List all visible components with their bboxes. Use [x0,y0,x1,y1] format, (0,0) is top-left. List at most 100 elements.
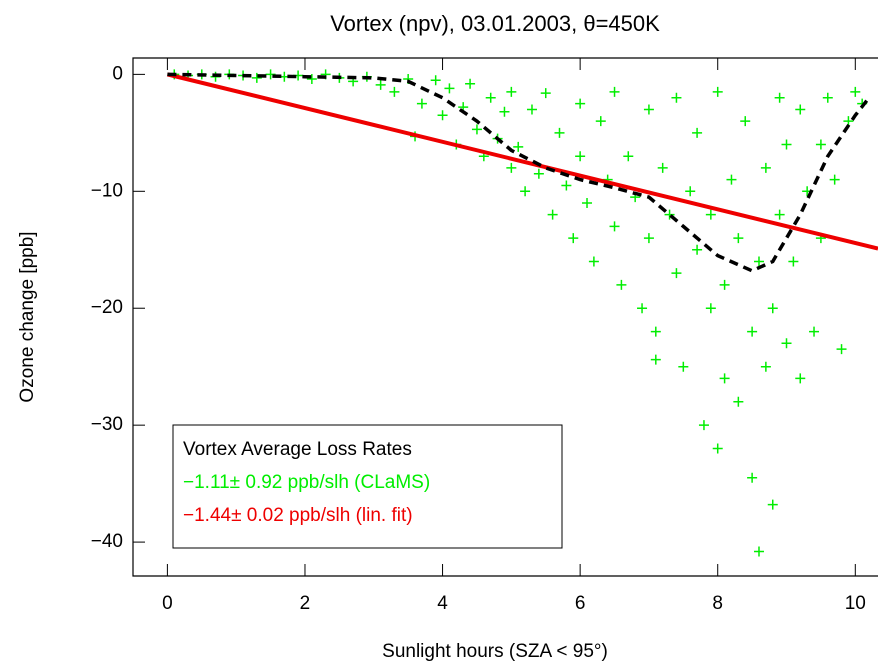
scatter-point [753,256,764,267]
scatter-point [547,209,558,220]
axes-frame [132,57,878,577]
scatter-point [850,86,861,97]
scatter-point [719,279,730,290]
scatter-point [595,116,606,127]
scatter-point [485,92,496,103]
scatter-point [692,127,703,138]
y-tick-label: −10 [91,180,123,201]
scatter-point [733,396,744,407]
plot-area [166,69,878,557]
scatter-point [671,268,682,279]
scatter-point [712,86,723,97]
scatter-point [678,361,689,372]
legend-title: Vortex Average Loss Rates [183,439,412,460]
scatter-point [760,162,771,173]
scatter-point [767,499,778,510]
scatter-point [526,104,537,115]
scatter-point [843,116,854,127]
scatter-point [465,78,476,89]
scatter-point [643,104,654,115]
scatter-point [781,338,792,349]
scatter-point [251,72,262,83]
scatter-point [609,221,620,232]
scatter-point [375,79,386,90]
y-tick-label: 0 [112,63,123,84]
legend-entry: −1.11± 0.92 ppb/slh (CLaMS) [183,472,430,493]
scatter-point [389,86,400,97]
scatter-point [795,373,806,384]
y-tick-label: −30 [91,414,123,435]
scatter-point [774,92,785,103]
scatter-point [692,244,703,255]
scatter-point [416,98,427,109]
scatter-point [795,104,806,115]
x-tick-label: 6 [575,593,586,614]
scatter-point [747,472,758,483]
scatter-point [437,110,448,121]
scatter-point [265,69,276,80]
line-series [166,72,878,251]
scatter-point [643,233,654,244]
scatter-point [575,98,586,109]
scatter-point [513,141,524,152]
legend: Vortex Average Loss Rates −1.11± 0.92 pp… [172,424,563,549]
y-tick-label: −20 [91,297,123,318]
x-axis-label: Sunlight hours (SZA < 95°) [382,641,608,662]
scatter-point [637,303,648,314]
scatter-point [650,354,661,365]
y-tick-label: −40 [91,531,123,552]
x-tick-label: 10 [845,593,866,614]
scatter-point [760,361,771,372]
scatter-point [609,86,620,97]
scatter-point [520,186,531,197]
scatter-point [809,326,820,337]
scatter-point [747,326,758,337]
x-tick-label: 8 [712,593,723,614]
scatter-point [788,256,799,267]
scatter-point [822,92,833,103]
legend-entry: −1.44± 0.02 ppb/slh (lin. fit) [183,505,413,526]
scatter-point [657,162,668,173]
scatter-point [740,116,751,127]
scatter-point [705,209,716,220]
scatter-point [568,233,579,244]
scatter-point [533,168,544,179]
line-series [167,72,871,273]
scatter-point [836,344,847,355]
scatter-point [506,86,517,97]
scatter-point [616,279,627,290]
scatter-point [471,124,482,135]
scatter-point [540,88,551,99]
scatter-point [726,174,737,185]
legend-box [172,424,563,549]
x-tick-label: 0 [162,593,173,614]
scatter-point [444,83,455,94]
y-axis-label: Ozone change [ppb] [17,231,38,402]
scatter-point [698,420,709,431]
x-tick-label: 2 [300,593,311,614]
scatter-point [554,127,565,138]
scatter-point [671,92,682,103]
scatter-point [733,233,744,244]
scatter-point [705,303,716,314]
scatter-point [430,75,441,86]
scatter-point [753,546,764,557]
scatter-point [650,326,661,337]
scatter-point [561,180,572,191]
scatter-point [767,303,778,314]
scatter-point [499,106,510,117]
scatter-point [664,209,675,220]
scatter-point [582,197,593,208]
scatter-point [712,443,723,454]
scatter-point [306,74,317,85]
x-tick-label: 4 [437,593,448,614]
scatter-point [506,162,517,173]
scatter-point [719,373,730,384]
scatter-point [588,256,599,267]
scatter-point [575,151,586,162]
chart-title: Vortex (npv), 03.01.2003, θ=450K [330,11,660,36]
scatter-point [623,151,634,162]
scatter-point [781,139,792,150]
